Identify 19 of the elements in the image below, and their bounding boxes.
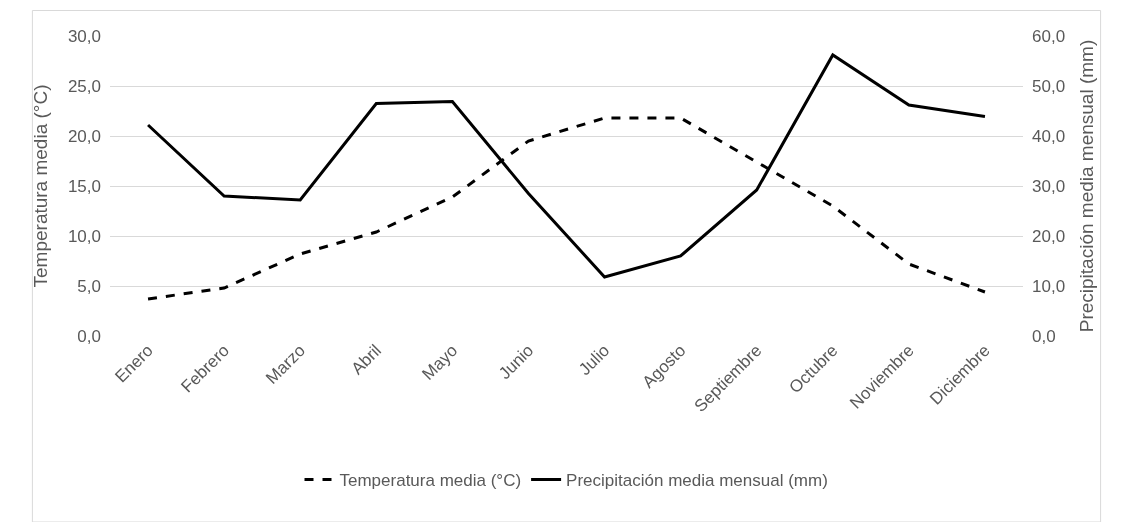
y2-axis-title: Precipitación media mensual (mm)	[1075, 39, 1097, 333]
y2-tick-label: 20,0	[1032, 226, 1066, 246]
y-tick-label: 25,0	[67, 76, 101, 96]
y2-tick-label: 30,0	[1032, 176, 1066, 196]
y2-tick-label: 10,0	[1032, 276, 1066, 296]
y-tick-label: 20,0	[67, 126, 101, 146]
y-tick-label: 0,0	[77, 326, 101, 346]
y2-tick-label: 40,0	[1032, 126, 1066, 146]
y-tick-label: 5,0	[77, 276, 101, 296]
y-tick-label: 10,0	[67, 226, 101, 246]
legend-label: Precipitación media mensual (mm)	[566, 471, 828, 491]
y-tick-label: 15,0	[67, 176, 101, 196]
y-tick-label: 30,0	[67, 26, 101, 46]
y-axis-title: Temperatura media (°C)	[29, 84, 51, 288]
y2-tick-label: 0,0	[1032, 326, 1056, 346]
y2-tick-label: 60,0	[1032, 26, 1066, 46]
x-tick-label: Julio	[575, 340, 614, 380]
y2-tick-label: 50,0	[1032, 76, 1066, 96]
legend-label: Temperatura media (°C)	[339, 471, 522, 491]
